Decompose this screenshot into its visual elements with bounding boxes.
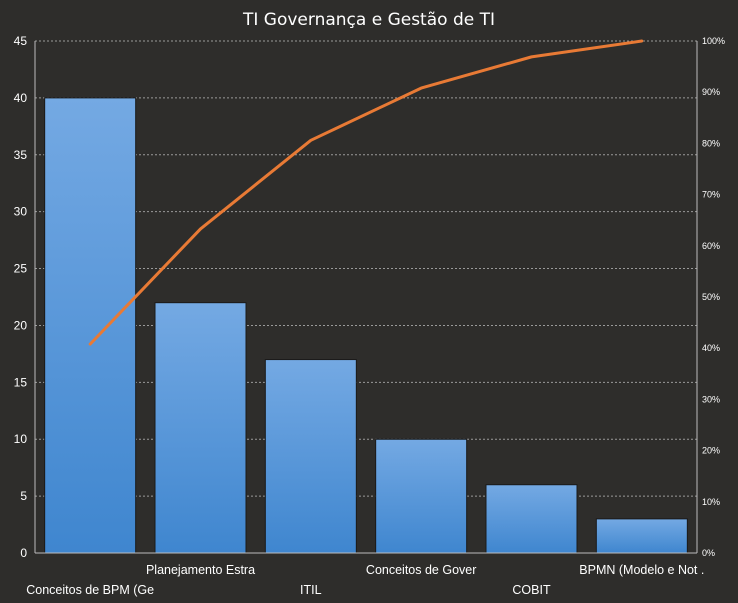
axes — [34, 41, 698, 554]
y-tick-label: 0 — [20, 546, 27, 560]
cumulative-line — [88, 39, 644, 346]
x-category-label: Conceitos de BPM (Ge — [26, 583, 154, 597]
bar — [485, 484, 578, 554]
bar — [154, 302, 247, 554]
y-tick-label: 5 — [20, 489, 27, 503]
category-labels: Conceitos de BPM (Ge Planejamento Estra IT… — [26, 563, 704, 597]
y2-tick-label: 30% — [702, 394, 720, 404]
x-category-label: COBIT — [512, 583, 551, 597]
y2-tick-label: 60% — [702, 241, 720, 251]
y-tick-label: 30 — [14, 205, 28, 219]
y-tick-label: 40 — [14, 91, 28, 105]
right-axis-ticks: 0% 10% 20% 30% 40% 50% 60% 70% 80% 90% 100% — [702, 36, 725, 558]
bar — [595, 518, 688, 554]
x-category-label: Conceitos de Gover — [366, 563, 476, 577]
y2-tick-label: 100% — [702, 36, 725, 46]
bar — [264, 359, 357, 554]
x-category-label: Planejamento Estra — [146, 563, 255, 577]
y-tick-label: 15 — [14, 375, 28, 389]
y2-tick-label: 80% — [702, 138, 720, 148]
bars — [44, 97, 688, 554]
bar — [44, 97, 137, 554]
y2-tick-label: 10% — [702, 497, 720, 507]
x-category-label: BPMN (Modelo e Not . — [579, 563, 704, 577]
y2-tick-label: 90% — [702, 87, 720, 97]
y-tick-label: 25 — [14, 262, 28, 276]
bar — [375, 438, 468, 554]
y2-tick-label: 70% — [702, 190, 720, 200]
chart-title: TI Governança e Gestão de TI — [242, 10, 495, 30]
y-tick-label: 45 — [14, 34, 28, 48]
y2-tick-label: 40% — [702, 343, 720, 353]
y-tick-label: 35 — [14, 148, 28, 162]
x-category-label: ITIL — [300, 583, 322, 597]
y-tick-label: 10 — [14, 432, 28, 446]
y-tick-label: 20 — [14, 318, 28, 332]
cumulative-line-layer — [88, 39, 644, 346]
y2-tick-label: 20% — [702, 446, 720, 456]
y2-tick-label: 0% — [702, 548, 715, 558]
left-axis-ticks: 0 5 10 15 20 25 30 35 40 45 — [14, 34, 28, 560]
y2-tick-label: 50% — [702, 292, 720, 302]
